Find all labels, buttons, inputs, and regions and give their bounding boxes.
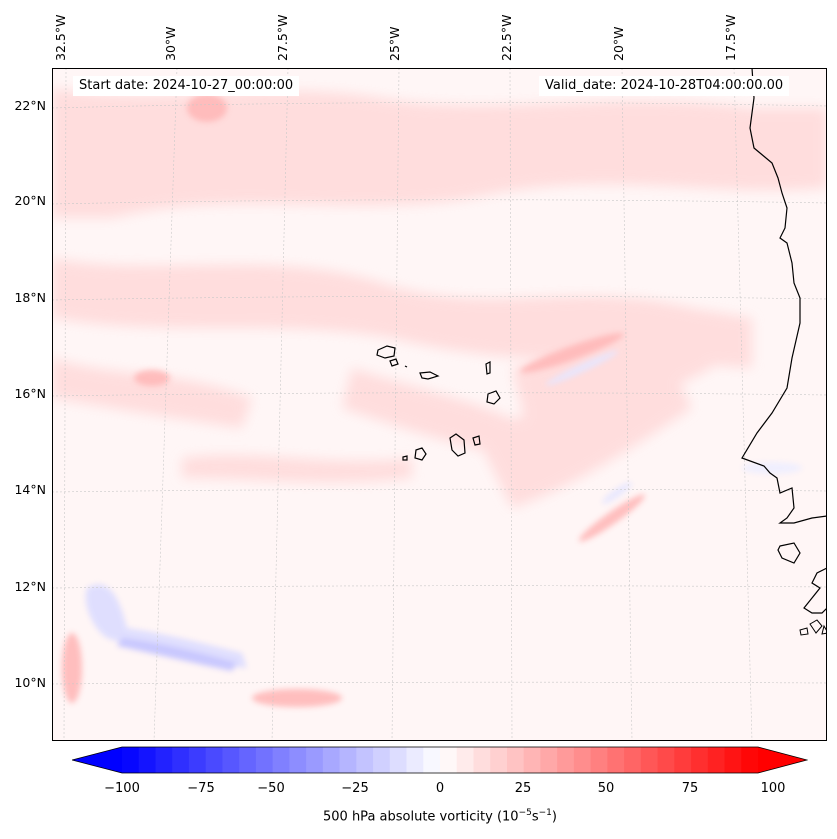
colorbar-cell	[540, 747, 558, 773]
colorbar-cell	[289, 747, 307, 773]
colorbar-cell	[222, 747, 240, 773]
lat-label-18n: 18°N	[14, 290, 46, 305]
colorbar-cell	[523, 747, 541, 773]
colorbar-cell	[557, 747, 575, 773]
colorbar-tick-minus75: −75	[187, 781, 215, 796]
colorbar-label: 500 hPa absolute vorticity (10−5s−1)	[323, 808, 557, 825]
lat-label-20n: 20°N	[14, 193, 46, 208]
lat-label-16n: 16°N	[14, 386, 46, 401]
colorbar-cell	[406, 747, 424, 773]
colorbar-cell	[205, 747, 223, 773]
colorbar-cell	[155, 747, 173, 773]
africa-coast-inlet	[777, 542, 801, 564]
lat-label-22n: 22°N	[14, 98, 46, 113]
lon-label-17-5w: 17.5°W	[723, 14, 738, 61]
lat-label-10n: 10°N	[14, 675, 46, 690]
colorbar-cell	[590, 747, 608, 773]
colorbar-cell	[624, 747, 642, 773]
lat-label-12n: 12°N	[14, 579, 46, 594]
colorbar-cell	[122, 747, 140, 773]
colorbar-cell	[691, 747, 709, 773]
colorbar-cell	[172, 747, 190, 773]
colorbar-cell	[640, 747, 659, 773]
colorbar-cell	[306, 747, 324, 773]
valid-date-label: Valid_date: 2024-10-28T04:00:00.00	[539, 76, 790, 96]
cape-verde-islands	[376, 345, 501, 461]
colorbar-cell	[423, 747, 441, 773]
colorbar-cell	[724, 747, 742, 773]
colorbar-cell	[573, 747, 592, 773]
lon-label-22-5w: 22.5°W	[499, 14, 514, 61]
lon-label-20w: 20°W	[611, 26, 626, 61]
colorbar-cell	[389, 747, 408, 773]
graticule	[52, 68, 827, 741]
positive-vorticity-patches	[52, 88, 827, 508]
lat-label-14n: 14°N	[14, 482, 46, 497]
colorbar-tick-75: 75	[681, 781, 699, 796]
africa-coastline	[741, 68, 827, 524]
colorbar-cells	[72, 747, 807, 773]
colorbar-cell	[607, 747, 625, 773]
colorbar-cell	[373, 747, 391, 773]
colorbar-cell	[138, 747, 156, 773]
lon-label-27-5w: 27.5°W	[275, 14, 290, 61]
africa-coast-south	[803, 567, 827, 614]
colorbar-cell	[473, 747, 491, 773]
map-frame	[52, 68, 827, 741]
start-date-label: Start date: 2024-10-27_00:00:00	[73, 76, 300, 96]
colorbar-cell	[339, 747, 357, 773]
colorbar-cell	[674, 747, 692, 773]
strong-positive-patches	[62, 94, 645, 707]
colorbar-cell	[322, 747, 341, 773]
lon-label-30w: 30°W	[163, 26, 178, 61]
colorbar-tick-minus50: −50	[257, 781, 285, 796]
colorbar-cell	[506, 747, 525, 773]
colorbar-cell	[440, 747, 458, 773]
colorbar-tick-minus25: −25	[341, 781, 369, 796]
colorbar-extend-min	[72, 747, 122, 773]
lon-label-25w: 25°W	[387, 26, 402, 61]
lon-label-32-5w: 32.5°W	[53, 14, 68, 61]
colorbar-cell	[255, 747, 274, 773]
colorbar-cell	[239, 747, 257, 773]
colorbar-cell	[707, 747, 726, 773]
colorbar-tick-25: 25	[514, 781, 532, 796]
colorbar-cell	[272, 747, 290, 773]
colorbar	[72, 746, 808, 774]
colorbar-cell	[356, 747, 374, 773]
colorbar-cell	[188, 747, 207, 773]
colorbar-cell	[490, 747, 508, 773]
colorbar-tick-minus100: −100	[104, 781, 140, 796]
colorbar-cell	[741, 747, 759, 773]
colorbar-outline	[72, 746, 808, 774]
colorbar-tick-0: 0	[435, 781, 445, 796]
colorbar-tick-50: 50	[597, 781, 615, 796]
colorbar-extend-max	[758, 747, 807, 773]
colorbar-cell	[456, 747, 474, 773]
colorbar-cell	[657, 747, 675, 773]
vorticity-map	[52, 68, 827, 741]
negative-vorticity-patches	[85, 350, 802, 671]
colorbar-tick-100: 100	[760, 781, 786, 796]
